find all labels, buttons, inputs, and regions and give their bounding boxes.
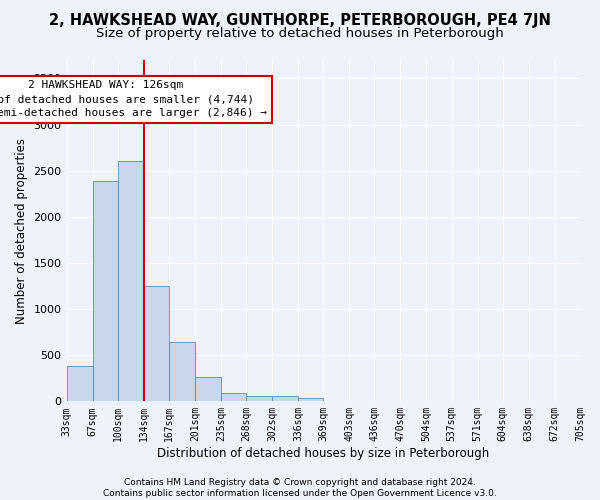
Bar	[118, 162, 144, 402]
Bar	[298, 398, 323, 402]
Y-axis label: Number of detached properties: Number of detached properties	[15, 138, 28, 324]
Bar	[221, 392, 246, 402]
Bar	[144, 286, 169, 402]
Text: 2, HAWKSHEAD WAY, GUNTHORPE, PETERBOROUGH, PE4 7JN: 2, HAWKSHEAD WAY, GUNTHORPE, PETERBOROUG…	[49, 12, 551, 28]
Text: 2 HAWKSHEAD WAY: 126sqm
← 62% of detached houses are smaller (4,744)
37% of semi: 2 HAWKSHEAD WAY: 126sqm ← 62% of detache…	[0, 80, 267, 118]
Bar	[272, 396, 298, 402]
Bar	[92, 181, 118, 402]
Text: Size of property relative to detached houses in Peterborough: Size of property relative to detached ho…	[96, 28, 504, 40]
Bar	[67, 366, 92, 402]
Bar	[195, 378, 221, 402]
Text: Contains HM Land Registry data © Crown copyright and database right 2024.
Contai: Contains HM Land Registry data © Crown c…	[103, 478, 497, 498]
X-axis label: Distribution of detached houses by size in Peterborough: Distribution of detached houses by size …	[157, 447, 490, 460]
Bar	[246, 396, 272, 402]
Bar	[169, 342, 195, 402]
